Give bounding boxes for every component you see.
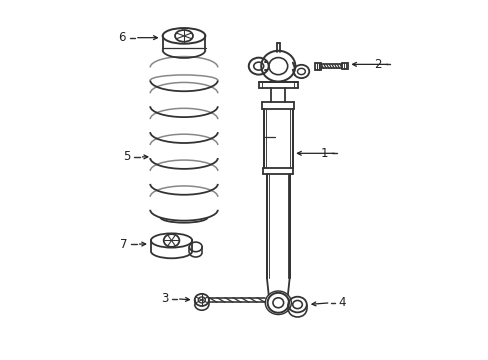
Text: 6: 6: [118, 31, 125, 44]
Bar: [314, 63, 320, 70]
Text: 1: 1: [320, 147, 327, 160]
Text: 4: 4: [338, 296, 346, 309]
Text: 2: 2: [373, 58, 381, 71]
Bar: [342, 63, 347, 69]
Text: 5: 5: [122, 150, 130, 163]
Text: 3: 3: [161, 292, 168, 305]
Text: 7: 7: [120, 238, 127, 251]
